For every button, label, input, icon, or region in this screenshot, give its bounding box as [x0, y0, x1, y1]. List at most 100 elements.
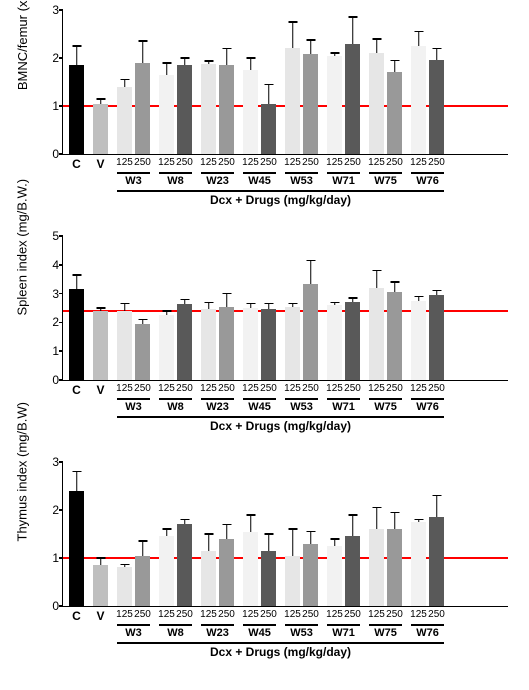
group-underline [411, 398, 444, 400]
error-cap [120, 79, 129, 81]
group-label: W45 [248, 175, 271, 187]
group-label: W8 [167, 627, 184, 639]
group-label: W75 [374, 401, 397, 413]
error-bar [268, 84, 270, 103]
bar [387, 72, 402, 154]
group-label: W8 [167, 175, 184, 187]
error-bar [310, 261, 312, 284]
xtick-label: 250 [302, 154, 319, 168]
error-cap [306, 39, 315, 41]
group-label: W3 [125, 175, 142, 187]
bar [69, 289, 84, 380]
error-cap [390, 281, 399, 283]
error-cap [348, 16, 357, 18]
error-cap [222, 48, 231, 50]
group-underline [201, 624, 234, 626]
error-bar [208, 302, 210, 309]
y-axis-label: Thymus index (mg/B.W) [15, 526, 30, 542]
x-axis-grand-label: Dcx + Drugs (mg/kg/day) [210, 645, 351, 659]
error-bar [124, 304, 126, 311]
error-cap [414, 296, 423, 298]
error-bar [76, 472, 78, 491]
error-bar [376, 271, 378, 288]
xtick-label: 250 [386, 154, 403, 168]
xtick-label: 250 [176, 380, 193, 394]
error-bar [394, 60, 396, 72]
xtick-label: 125 [368, 606, 385, 620]
bar [327, 305, 342, 380]
error-cap [222, 293, 231, 295]
error-cap [372, 507, 381, 509]
error-bar [310, 532, 312, 544]
bar [219, 539, 234, 606]
error-bar [76, 46, 78, 65]
group-underline [411, 172, 444, 174]
bar [369, 288, 384, 380]
xtick-label: 250 [344, 380, 361, 394]
error-cap [288, 303, 297, 305]
error-cap [72, 274, 81, 276]
xtick-label: 250 [134, 606, 151, 620]
error-cap [204, 60, 213, 62]
bar [177, 304, 192, 380]
group-label: W75 [374, 627, 397, 639]
error-cap [120, 564, 129, 566]
error-cap [390, 60, 399, 62]
xtick-label: C [72, 606, 81, 623]
xtick-label: 125 [284, 606, 301, 620]
group-label: W53 [290, 401, 313, 413]
xtick-label: 125 [158, 380, 175, 394]
ytick-mark [59, 461, 63, 463]
xtick-label: 250 [428, 606, 445, 620]
plot-area: 012345CV12525012525012525012525012525012… [62, 236, 508, 381]
error-cap [372, 38, 381, 40]
error-cap [372, 270, 381, 272]
chart-panel-1: 012345CV12525012525012525012525012525012… [0, 236, 529, 450]
bar [303, 544, 318, 606]
error-cap [72, 45, 81, 47]
bar [243, 532, 258, 606]
xtick-label: 125 [326, 154, 343, 168]
bar [201, 309, 216, 380]
bar [327, 546, 342, 606]
error-bar [292, 529, 294, 555]
bar [117, 567, 132, 606]
group-underline [285, 398, 318, 400]
group-underline [243, 398, 276, 400]
error-bar [436, 496, 438, 518]
xtick-label: 250 [344, 606, 361, 620]
error-cap [264, 533, 273, 535]
error-bar [394, 512, 396, 529]
xtick-label: 125 [410, 380, 427, 394]
grand-underline [117, 190, 444, 192]
xtick-label: V [96, 606, 104, 623]
bar [261, 551, 276, 606]
bar [159, 536, 174, 606]
group-label: W8 [167, 401, 184, 413]
group-underline [285, 172, 318, 174]
xtick-label: 125 [242, 606, 259, 620]
ytick-mark [59, 264, 63, 266]
error-bar [142, 541, 144, 555]
group-underline [327, 172, 360, 174]
ytick-mark [59, 57, 63, 59]
group-label: W3 [125, 401, 142, 413]
bar [387, 292, 402, 380]
xtick-label: 125 [284, 154, 301, 168]
group-label: W71 [332, 401, 355, 413]
bar [69, 65, 84, 154]
y-axis-label: Spleen index (mg/B.W.) [15, 300, 30, 316]
xtick-label: 125 [116, 606, 133, 620]
bar [93, 311, 108, 380]
group-label: W76 [416, 627, 439, 639]
bar [135, 556, 150, 606]
group-underline [369, 398, 402, 400]
group-underline [201, 398, 234, 400]
error-bar [352, 17, 354, 43]
error-bar [208, 534, 210, 551]
xtick-label: 250 [344, 154, 361, 168]
error-cap [390, 512, 399, 514]
group-underline [327, 398, 360, 400]
x-axis-grand-label: Dcx + Drugs (mg/kg/day) [210, 419, 351, 433]
bar [135, 324, 150, 380]
